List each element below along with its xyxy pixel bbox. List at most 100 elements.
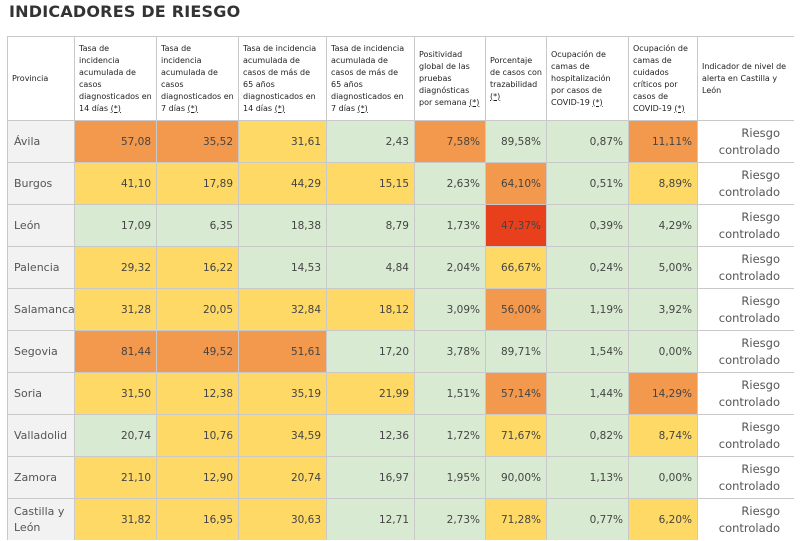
indicator-cell: 1,95%: [414, 456, 486, 499]
indicator-cell: 3,78%: [414, 330, 486, 373]
indicator-cell: 14,29%: [628, 372, 698, 415]
footnote-link[interactable]: (*): [592, 97, 603, 107]
column-header-label: Tasa de incidencia acumulada de casos di…: [79, 43, 152, 113]
indicator-cell: 0,82%: [546, 414, 629, 457]
footnote-link[interactable]: (*): [274, 103, 285, 113]
province-cell: Burgos: [7, 162, 75, 205]
alert-level-cell: Riesgo controlado: [697, 498, 794, 540]
table-row: Valladolid 20,74 10,76 34,59 12,36 1,72% 71,67…: [7, 414, 794, 457]
indicator-cell: 18,38: [238, 204, 327, 247]
alert-level-cell: Riesgo controlado: [697, 330, 794, 373]
indicator-cell: 8,89%: [628, 162, 698, 205]
indicator-cell: 6,20%: [628, 498, 698, 540]
footnote-link[interactable]: (*): [110, 103, 121, 113]
indicator-cell: 18,12: [326, 288, 415, 331]
province-cell: Soria: [7, 372, 75, 415]
indicator-cell: 57,14%: [485, 372, 547, 415]
indicator-cell: 12,71: [326, 498, 415, 540]
column-header-label: Porcentaje de casos con trazabilidad: [490, 55, 542, 89]
province-cell: Valladolid: [7, 414, 75, 457]
province-cell: Salamanca: [7, 288, 75, 331]
indicator-cell: 66,67%: [485, 246, 547, 289]
indicator-cell: 31,50: [74, 372, 157, 415]
indicator-cell: 6,35: [156, 204, 239, 247]
indicator-cell: 90,00%: [485, 456, 547, 499]
indicator-cell: 14,53: [238, 246, 327, 289]
indicator-cell: 17,20: [326, 330, 415, 373]
footnote-link[interactable]: (*): [469, 97, 480, 107]
table-row: Salamanca 31,28 20,05 32,84 18,12 3,09% 56,00%…: [7, 288, 794, 331]
alert-level-cell: Riesgo controlado: [697, 162, 794, 205]
indicator-cell: 3,09%: [414, 288, 486, 331]
indicator-cell: 1,73%: [414, 204, 486, 247]
province-cell: León: [7, 204, 75, 247]
indicator-cell: 64,10%: [485, 162, 547, 205]
indicator-cell: 35,52: [156, 120, 239, 163]
indicator-cell: 17,89: [156, 162, 239, 205]
indicator-cell: 11,11%: [628, 120, 698, 163]
indicator-cell: 1,54%: [546, 330, 629, 373]
table-row: Burgos 41,10 17,89 44,29 15,15 2,63% 64,10% 0,5…: [7, 162, 794, 205]
indicator-cell: 71,28%: [485, 498, 547, 540]
indicator-cell: 71,67%: [485, 414, 547, 457]
column-header: Ocupación de camas de hospitalización po…: [546, 36, 629, 121]
indicator-cell: 44,29: [238, 162, 327, 205]
indicator-cell: 12,38: [156, 372, 239, 415]
indicator-cell: 3,92%: [628, 288, 698, 331]
indicator-cell: 0,24%: [546, 246, 629, 289]
indicator-cell: 1,72%: [414, 414, 486, 457]
alert-level-cell: Riesgo controlado: [697, 246, 794, 289]
risk-indicators-table: Provincia Tasa de incidencia acumulada de…: [7, 36, 794, 540]
column-header: Porcentaje de casos con trazabilidad (*): [485, 36, 547, 121]
column-header-label: Provincia: [12, 73, 49, 83]
province-cell: Zamora: [7, 456, 75, 499]
column-header-label: Positividad global de las pruebas diagnó…: [419, 49, 470, 107]
indicator-cell: 51,61: [238, 330, 327, 373]
indicator-cell: 8,74%: [628, 414, 698, 457]
header-row: Provincia Tasa de incidencia acumulada de…: [7, 36, 794, 121]
indicator-cell: 1,19%: [546, 288, 629, 331]
indicator-cell: 2,73%: [414, 498, 486, 540]
indicator-cell: 0,00%: [628, 330, 698, 373]
indicator-cell: 15,15: [326, 162, 415, 205]
column-header-label: Tasa de incidencia acumulada de casos di…: [161, 43, 234, 113]
table-row: Soria 31,50 12,38 35,19 21,99 1,51% 57,14% 1,44…: [7, 372, 794, 415]
table-row: Castilla y León 31,82 16,95 30,63 12,71 2,73%…: [7, 498, 794, 540]
column-header-label: Ocupación de camas de cuidados críticos …: [633, 43, 688, 113]
indicator-cell: 2,43: [326, 120, 415, 163]
indicator-cell: 20,74: [238, 456, 327, 499]
indicator-cell: 2,63%: [414, 162, 486, 205]
risk-table-container: Provincia Tasa de incidencia acumulada de…: [7, 36, 794, 540]
column-header: Tasa de incidencia acumulada de casos di…: [74, 36, 157, 121]
indicator-cell: 5,00%: [628, 246, 698, 289]
footnote-link[interactable]: (*): [187, 103, 198, 113]
column-header: Provincia: [7, 36, 75, 121]
column-header-label: Tasa de incidencia acumulada de casos de…: [331, 43, 405, 113]
column-header-label: Ocupación de camas de hospitalización po…: [551, 49, 611, 107]
indicator-cell: 0,51%: [546, 162, 629, 205]
indicator-cell: 7,58%: [414, 120, 486, 163]
indicator-cell: 29,32: [74, 246, 157, 289]
indicator-cell: 12,36: [326, 414, 415, 457]
alert-level-cell: Riesgo controlado: [697, 456, 794, 499]
indicator-cell: 35,19: [238, 372, 327, 415]
indicator-cell: 12,90: [156, 456, 239, 499]
table-row: Segovia 81,44 49,52 51,61 17,20 3,78% 89,71% 1,…: [7, 330, 794, 373]
footnote-link[interactable]: (*): [490, 91, 501, 101]
indicator-cell: 31,82: [74, 498, 157, 540]
column-header: Indicador de nivel de alerta en Castilla…: [697, 36, 794, 121]
indicator-cell: 0,77%: [546, 498, 629, 540]
indicator-cell: 21,10: [74, 456, 157, 499]
table-header: Provincia Tasa de incidencia acumulada de…: [7, 36, 794, 121]
table-row: Palencia 29,32 16,22 14,53 4,84 2,04% 66,67% 0,…: [7, 246, 794, 289]
indicator-cell: 0,00%: [628, 456, 698, 499]
indicator-cell: 16,97: [326, 456, 415, 499]
indicator-cell: 89,71%: [485, 330, 547, 373]
table-row: León 17,09 6,35 18,38 8,79 1,73% 47,37% 0,39% 4,…: [7, 204, 794, 247]
column-header: Positividad global de las pruebas diagnó…: [414, 36, 486, 121]
table-row: Ávila 57,08 35,52 31,61 2,43 7,58% 89,58% 0,87%…: [7, 120, 794, 163]
indicator-cell: 49,52: [156, 330, 239, 373]
footnote-link[interactable]: (*): [357, 103, 368, 113]
footnote-link[interactable]: (*): [674, 103, 685, 113]
column-header-label: Tasa de incidencia acumulada de casos de…: [243, 43, 317, 113]
